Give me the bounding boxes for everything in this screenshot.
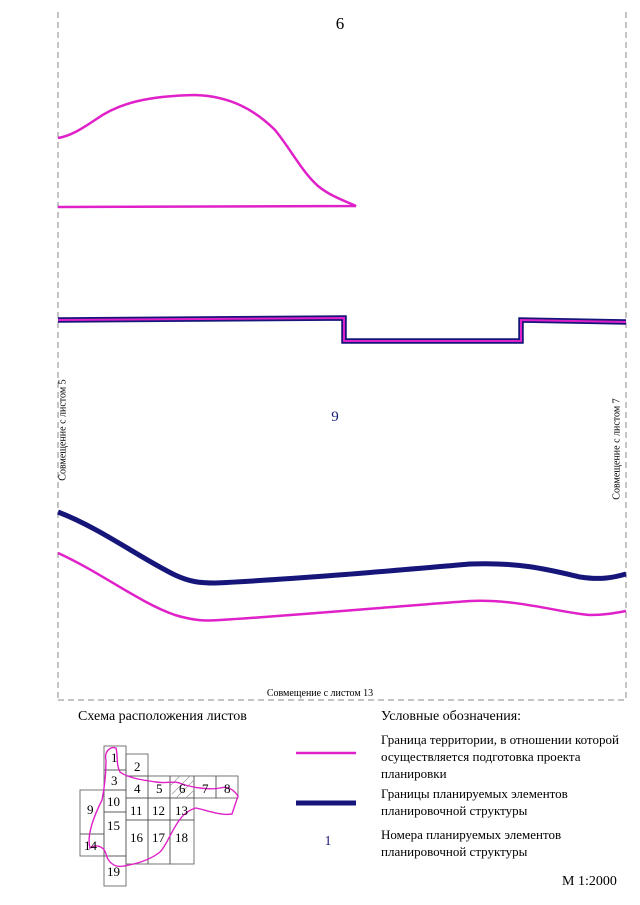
element-boundary-middle bbox=[57, 315, 627, 344]
join-bottom-label: Совмещение с листом 13 bbox=[266, 688, 374, 699]
scheme-label-2: 2 bbox=[134, 759, 141, 774]
scheme-label-14: 14 bbox=[84, 838, 97, 853]
territory-boundary-lower bbox=[57, 551, 627, 622]
legend-item-elements-text: Границы планируемых элементов планировоч… bbox=[381, 786, 568, 818]
scheme-label-8: 8 bbox=[224, 781, 231, 796]
scheme-label-12: 12 bbox=[152, 803, 165, 818]
scheme-label-10: 10 bbox=[107, 794, 120, 809]
territory-boundary-top bbox=[57, 93, 357, 209]
scheme-label-6: 6 bbox=[179, 781, 186, 796]
territory-boundary-middle bbox=[57, 316, 627, 342]
scheme-label-18: 18 bbox=[175, 830, 188, 845]
join-left-label: Совмещение с листом 5 bbox=[57, 379, 69, 481]
sheet-number: 6 bbox=[335, 14, 345, 33]
legend-title: Условные обозначения: bbox=[381, 709, 522, 724]
scheme-label-19: 19 bbox=[107, 864, 120, 879]
legend-item-territory-text: Граница территории, в отношении которой … bbox=[381, 732, 619, 781]
scheme-label-3: 3 bbox=[111, 773, 118, 788]
scheme-cell-19 bbox=[103, 855, 127, 887]
scheme-territory-outline bbox=[88, 746, 239, 868]
join-right-label: Совмещение с листом 7 bbox=[611, 398, 623, 500]
legend-number-symbol: 1 bbox=[324, 834, 332, 849]
sheet-scheme bbox=[79, 745, 239, 887]
scheme-label-5: 5 bbox=[156, 781, 163, 796]
scheme-label-16: 16 bbox=[130, 830, 143, 845]
scheme-label-15: 15 bbox=[107, 818, 120, 833]
scheme-label-17: 17 bbox=[152, 830, 165, 845]
scheme-label-11: 11 bbox=[130, 803, 143, 818]
element-number-label: 9 bbox=[331, 409, 339, 425]
scheme-title: Схема расположения листов bbox=[78, 709, 247, 724]
scale-label: М 1:2000 bbox=[562, 874, 617, 889]
legend-item-numbers-text: Номера планируемых элементов планировочн… bbox=[381, 827, 562, 859]
scheme-current-sheet-hatch bbox=[169, 775, 195, 799]
scheme-cell-8 bbox=[215, 775, 239, 799]
element-boundary-lower bbox=[57, 509, 627, 586]
scheme-label-4: 4 bbox=[134, 781, 141, 796]
scheme-cell-18 bbox=[169, 819, 195, 865]
scheme-label-1: 1 bbox=[111, 750, 118, 765]
scheme-label-13: 13 bbox=[175, 803, 188, 818]
scheme-label-9: 9 bbox=[87, 802, 94, 817]
scheme-label-7: 7 bbox=[202, 781, 209, 796]
